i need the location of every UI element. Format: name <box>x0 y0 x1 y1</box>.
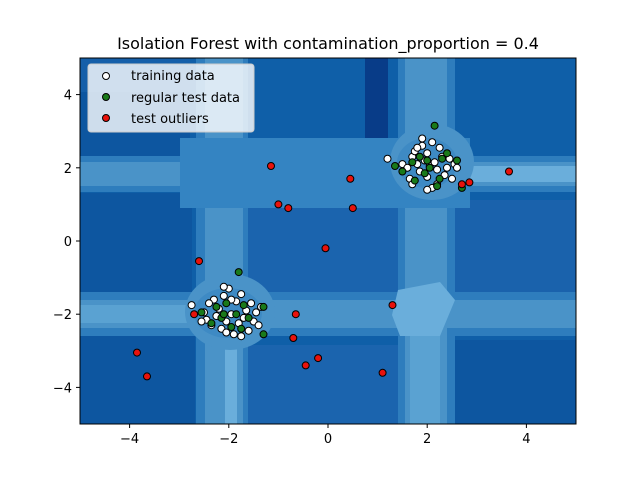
test-outlier-point <box>274 200 283 209</box>
y-tick-label: −2 <box>53 308 72 323</box>
regular-test-point <box>408 158 417 167</box>
training-point <box>453 163 461 172</box>
regular-test-point <box>423 156 432 165</box>
training-point <box>222 328 231 337</box>
training-point <box>413 143 422 152</box>
y-axis: −4 −2 0 2 4 <box>53 89 80 396</box>
regular-test-point <box>438 154 447 163</box>
regular-test-point <box>234 268 243 277</box>
regular-test-point <box>227 323 236 331</box>
regular-test-point <box>207 319 216 328</box>
x-axis: −4 −2 0 2 4 <box>120 424 531 447</box>
regular-test-point <box>212 302 221 311</box>
training-point <box>197 317 206 326</box>
test-outlier-point <box>348 204 357 213</box>
regular-test-point <box>435 174 444 183</box>
training-point <box>433 165 442 174</box>
test-outlier-point <box>465 178 474 187</box>
test-outlier-point <box>289 334 298 342</box>
training-point <box>418 134 427 143</box>
training-point <box>428 138 437 147</box>
training-point <box>237 290 246 299</box>
regular-test-point <box>237 324 246 333</box>
legend-marker-training <box>102 72 110 80</box>
legend-box <box>87 63 255 133</box>
training-point <box>187 301 196 310</box>
y-tick-label: 4 <box>64 89 72 104</box>
legend-marker-test-outliers <box>102 114 110 122</box>
legend-label-test-outliers: test outliers <box>131 112 209 127</box>
training-point <box>448 174 456 183</box>
training-point <box>237 332 246 341</box>
x-tick-label: −4 <box>120 432 139 447</box>
test-outlier-point <box>388 301 397 310</box>
training-point <box>205 299 213 308</box>
x-tick-label: 0 <box>324 432 332 447</box>
regular-test-point <box>433 182 442 191</box>
regular-test-point <box>197 308 206 317</box>
regular-test-point <box>232 310 241 319</box>
regular-test-point <box>259 330 268 339</box>
regular-test-point <box>410 176 419 185</box>
test-outlier-point <box>505 167 513 176</box>
regular-test-point <box>222 299 231 308</box>
training-point <box>219 291 228 300</box>
test-outlier-point <box>346 174 355 183</box>
regular-test-point <box>430 121 439 130</box>
regular-test-point <box>415 152 424 161</box>
test-outlier-point <box>190 310 199 319</box>
regular-test-point <box>453 156 461 165</box>
x-tick-label: 4 <box>522 432 530 447</box>
test-outlier-point <box>291 310 300 319</box>
training-point <box>443 163 451 172</box>
test-outlier-point <box>267 162 275 170</box>
test-outlier-point <box>284 204 293 213</box>
training-point <box>423 185 432 194</box>
training-point <box>247 299 256 308</box>
training-point <box>252 308 261 317</box>
regular-test-point <box>443 149 451 158</box>
training-point <box>229 330 238 339</box>
chart-title: Isolation Forest with contamination_prop… <box>117 34 539 54</box>
training-point <box>383 154 392 163</box>
training-point <box>254 321 263 330</box>
training-point <box>244 326 253 335</box>
legend-marker-regular-test <box>102 93 110 101</box>
legend: training data regular test data test out… <box>87 63 255 133</box>
regular-test-point <box>398 167 407 176</box>
regular-test-point <box>239 301 248 310</box>
legend-label-training: training data <box>131 69 215 84</box>
regular-test-point <box>259 302 268 311</box>
regular-test-point <box>244 313 253 322</box>
x-tick-label: −2 <box>219 432 238 447</box>
legend-label-regular-test: regular test data <box>131 91 240 106</box>
test-outlier-point <box>457 180 466 189</box>
scatter-marks <box>133 121 513 381</box>
training-point <box>430 158 439 167</box>
test-outlier-point <box>314 354 323 363</box>
y-tick-label: 2 <box>64 162 72 177</box>
regular-test-point <box>391 162 399 170</box>
test-outlier-point <box>321 244 330 253</box>
regular-test-point <box>219 310 228 319</box>
regular-test-point <box>420 169 429 178</box>
training-point <box>423 149 432 158</box>
test-outlier-point <box>195 257 203 266</box>
test-outlier-point <box>133 348 141 357</box>
y-tick-label: −4 <box>53 381 72 396</box>
test-outlier-point <box>143 372 151 381</box>
training-point <box>435 143 444 152</box>
training-point <box>219 282 228 291</box>
x-tick-label: 2 <box>423 432 431 447</box>
regular-test-point <box>425 163 434 172</box>
test-outlier-point <box>378 368 387 377</box>
y-tick-label: 0 <box>64 235 72 250</box>
test-outlier-point <box>301 361 310 370</box>
